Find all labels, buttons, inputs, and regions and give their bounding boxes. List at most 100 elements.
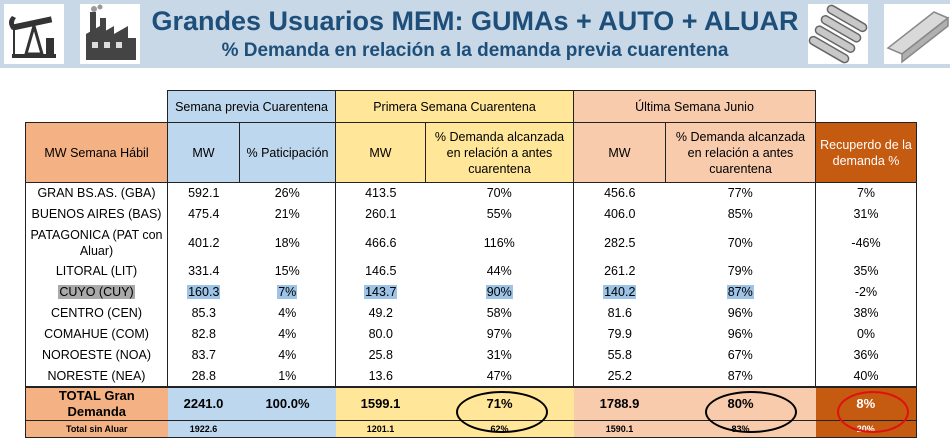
cell-mw-previa: 475.4 (167, 203, 240, 225)
cell-mw-ultima: 261.2 (573, 260, 666, 282)
cell-mw-previa: 82.8 (167, 323, 240, 345)
cell-mw-ultima: 79.9 (573, 323, 666, 345)
table-row: PATAGONICA (PAT con Aluar) 401.2 18% 466.6 1… (25, 224, 917, 261)
col-header-mw-previa: MW (167, 122, 240, 183)
cell-pct-primera: 116% (483, 235, 515, 250)
table-row: COMAHUE (COM) 82.8 4% 80.0 97% 79.9 96% 0% (25, 323, 917, 345)
cell-region: COMAHUE (COM) (25, 323, 168, 345)
table-row: NORESTE (NEA) 28.8 1% 13.6 47% 25.2 87% 40% (25, 365, 917, 387)
table-body: GRAN BS.AS. (GBA) 592.1 26% 413.5 70% 456.6 77… (25, 182, 917, 387)
demand-table: Semana previa Cuarentena Primera Semana … (25, 90, 917, 438)
total-region: TOTAL Gran Demanda (25, 386, 168, 420)
aluminum-profile-icon (884, 4, 950, 64)
factory-icon (80, 4, 140, 64)
cell-region: CENTRO (CEN) (25, 302, 168, 324)
group-header-ultima: Última Semana Junio (573, 90, 816, 123)
cell-mw-primera: 146.5 (335, 260, 426, 282)
total-mw-previa: 2241.0 (167, 386, 240, 420)
cell-recupero: 36% (815, 344, 917, 366)
group-header-primera: Primera Semana Cuarentena (335, 90, 574, 123)
cell-recupero: 35% (815, 260, 917, 282)
table-row: NOROESTE (NOA) 83.7 4% 25.8 31% 55.8 67% 36% (25, 344, 917, 366)
cell-mw-ultima: 55.8 (573, 344, 666, 366)
cell-pct-primera: 97% (486, 327, 512, 341)
subtotal-particip (239, 420, 336, 437)
cell-pct-ultima: 70% (727, 235, 753, 250)
cell-particip: 4% (278, 348, 297, 362)
table-row: CENTRO (CEN) 85.3 4% 49.2 58% 81.6 96% 38% (25, 302, 917, 324)
table-row: BUENOS AIRES (BAS) 475.4 21% 260.1 55% 406.0 8… (25, 203, 917, 225)
cell-pct-ultima: 87% (727, 368, 753, 383)
cell-mw-ultima: 81.6 (573, 302, 666, 324)
col-header-region: MW Semana Hábil (25, 122, 168, 183)
header-banner: Grandes Usuarios MEM: GUMAs + AUTO + ALU… (0, 0, 950, 68)
cell-pct-ultima: 67% (727, 348, 753, 362)
cell-mw-ultima: 406.0 (573, 203, 666, 225)
col-header-mw-primera: MW (335, 122, 426, 183)
cell-mw-previa: 28.8 (167, 365, 240, 387)
subtotal-mw-primera: 1201.1 (335, 420, 426, 437)
cell-mw-ultima: 140.2 (573, 281, 666, 303)
cell-mw-ultima: 282.5 (573, 224, 666, 261)
cell-pct-ultima: 85% (727, 207, 753, 221)
col-header-mw-ultima: MW (573, 122, 666, 183)
total-particip: 100.0% (239, 386, 336, 420)
cell-mw-previa: 401.2 (167, 224, 240, 261)
subtotal-mw-previa: 1922.6 (167, 420, 240, 437)
cell-recupero: 40% (815, 365, 917, 387)
cell-recupero: -46% (815, 224, 917, 261)
cell-mw-primera: 466.6 (335, 224, 426, 261)
cell-mw-previa: 592.1 (167, 182, 240, 204)
cell-mw-previa: 331.4 (167, 260, 240, 282)
cell-mw-primera: 413.5 (335, 182, 426, 204)
subtotal-region: Total sin Aluar (25, 420, 168, 437)
cell-region: NORESTE (NEA) (25, 365, 168, 387)
col-header-participacion: % Paticipación (239, 122, 336, 183)
cell-mw-primera: 13.6 (335, 365, 426, 387)
table-row: GRAN BS.AS. (GBA) 592.1 26% 413.5 70% 456.6 77… (25, 182, 917, 204)
subtotal-mw-ultima: 1590.1 (573, 420, 666, 437)
cell-mw-primera: 49.2 (335, 302, 426, 324)
total-mw-primera: 1599.1 (335, 386, 426, 420)
cell-particip: 1% (278, 368, 297, 383)
table-row: CUYO (CUY) 160.3 7% 143.7 90% 140.2 87% -2% (25, 281, 917, 303)
cell-recupero: 31% (815, 203, 917, 225)
group-header-row: Semana previa Cuarentena Primera Semana … (26, 90, 917, 123)
cell-pct-primera: 55% (486, 207, 512, 221)
cell-region: LITORAL (LIT) (25, 260, 168, 282)
cell-pct-primera: 31% (486, 348, 512, 362)
cell-particip: 18% (274, 235, 300, 250)
table-row: LITORAL (LIT) 331.4 15% 146.5 44% 261.2 79% 35% (25, 260, 917, 282)
cell-particip: 7% (277, 285, 298, 299)
cell-recupero: 38% (815, 302, 917, 324)
cell-pct-primera: 90% (485, 285, 513, 299)
total-mw-ultima: 1788.9 (573, 386, 666, 420)
cell-pct-ultima: 96% (727, 327, 753, 341)
highlight-circle-recupero (837, 391, 909, 433)
cell-recupero: 7% (815, 182, 917, 204)
cell-mw-ultima: 25.2 (573, 365, 666, 387)
cell-particip: 15% (274, 264, 300, 278)
cell-mw-previa: 83.7 (167, 344, 240, 366)
cell-region: BUENOS AIRES (BAS) (25, 203, 168, 225)
oil-pump-icon (4, 4, 64, 64)
col-header-recupero: Recuperdo de la demanda % (815, 122, 917, 183)
cell-region: PATAGONICA (PAT con Aluar) (25, 224, 168, 261)
cell-region: GRAN BS.AS. (GBA) (25, 182, 168, 204)
column-header-row: MW Semana Hábil MW % Paticipación MW % D… (25, 122, 917, 183)
cell-pct-ultima: 77% (727, 186, 753, 201)
cell-particip: 4% (278, 327, 297, 341)
highlight-circle-primera (456, 391, 548, 433)
col-header-pct-ultima: % Demanda alcanzada en relación a antes … (665, 122, 816, 183)
metal-pipes-icon (808, 4, 868, 64)
cell-mw-primera: 25.8 (335, 344, 426, 366)
cell-pct-ultima: 79% (727, 264, 753, 278)
cell-pct-primera: 58% (486, 306, 512, 320)
cell-pct-primera: 44% (486, 264, 512, 278)
cell-mw-primera: 143.7 (335, 281, 426, 303)
cell-mw-previa: 85.3 (167, 302, 240, 324)
cell-pct-ultima: 87% (726, 285, 754, 299)
cell-mw-previa: 160.3 (167, 281, 240, 303)
cell-mw-ultima: 456.6 (573, 182, 666, 204)
cell-particip: 26% (274, 186, 300, 201)
